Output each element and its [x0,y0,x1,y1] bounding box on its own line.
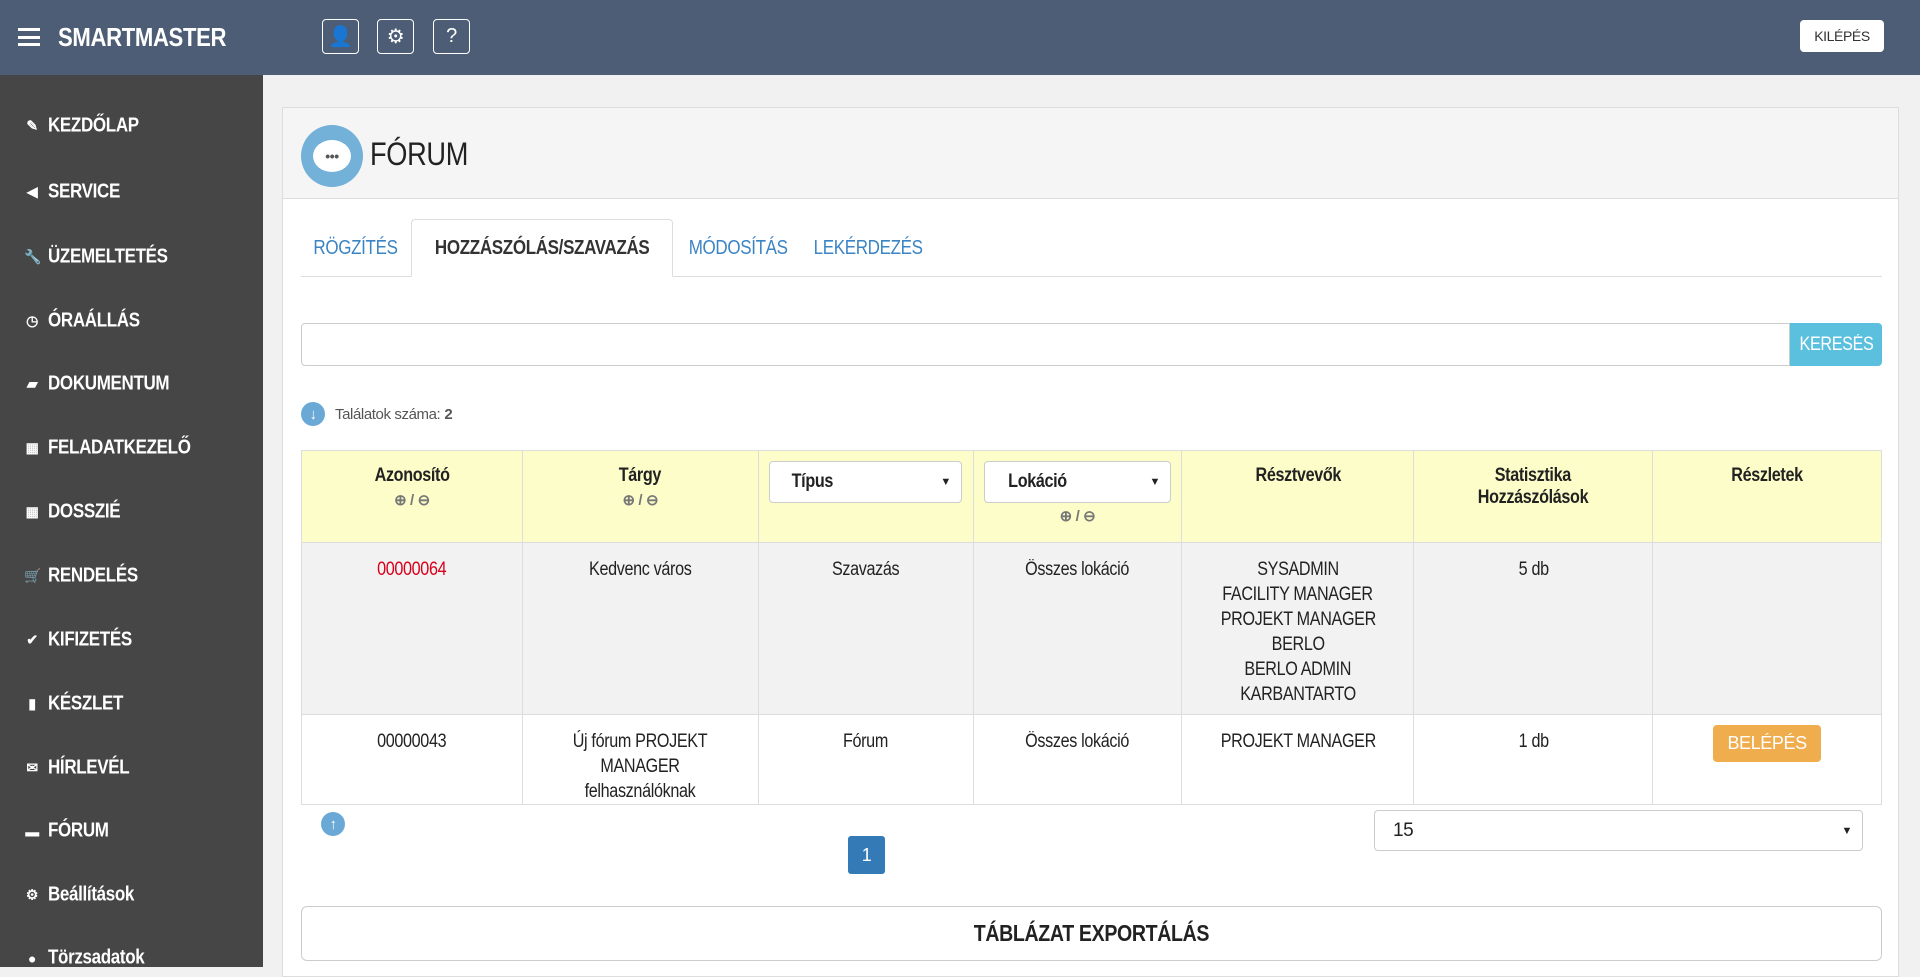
tab-modositas[interactable]: MÓDOSÍTÁS [688,236,788,259]
header-details: Részletek [1652,450,1882,543]
page-size-select[interactable]: 15 ▼ [1374,810,1863,851]
check-circle-icon: ✔ [26,631,38,648]
app-title: SMARTMASTER [58,22,227,52]
calendar-icon: ▦ [25,439,39,456]
gear-icon: ⚙ [386,26,405,48]
sidebar-item-uzemeltetes[interactable]: 🔧 ÜZEMELTETÉS [24,245,168,268]
header-type: Típus ▼ [757,450,974,543]
sidebar-item-hirlevel[interactable]: ✉ HÍRLEVÉL [24,757,144,780]
sort-asc-icon[interactable]: ⊕ [394,492,407,509]
header-participants: Résztvevők [1181,450,1415,543]
question-icon: ? [446,25,457,47]
user-icon: 👤 [328,26,353,48]
gear-icon: ⚙ [25,886,39,903]
sidebar-item-oraallas[interactable]: ◷ ÓRAÁLLÁS [24,310,156,333]
search-button[interactable]: KERESÉS [1790,323,1882,366]
top-bar: SMARTMASTER 👤 ⚙ ? KILÉPÉS [0,0,1920,75]
wrench-icon: 🔧 [24,248,42,265]
panel-header: ••• FÓRUM [283,108,1898,199]
sort-desc-icon[interactable]: ⊖ [417,492,431,509]
caret-down-icon: ▼ [1149,476,1161,488]
search-input[interactable] [301,323,1790,366]
export-table-button[interactable]: TÁBLÁZAT EXPORTÁLÁS [301,906,1882,961]
sidebar-item-service[interactable]: ◀ SERVICE [24,181,133,204]
header-id: Azonosító ⊕ / ⊖ [301,450,523,543]
help-button[interactable]: ? [433,19,470,54]
table-row: 00000064 Kedvenc város Szavazás Összes l… [301,542,1882,715]
sort-asc-icon[interactable]: ⊕ [1059,508,1073,525]
sort-asc-icon[interactable]: ⊕ [622,492,635,509]
sidebar-item-kifizetes[interactable]: ✔ KIFIZETÉS [24,629,147,652]
sidebar-item-dokumentum[interactable]: ▰ DOKUMENTUM [24,373,191,396]
page-title: FÓRUM [370,136,469,172]
chat-bubble-icon: ••• [301,125,363,187]
folder-icon: ▰ [26,375,38,392]
cart-icon: 🛒 [24,567,42,584]
tab-rogzites[interactable]: RÖGZÍTÉS [313,236,399,259]
comment-icon: ▬ [25,823,39,839]
forum-panel: ••• FÓRUM RÖGZÍTÉS HOZZÁSZÓLÁS/SZAVAZÁS … [282,107,1899,977]
sidebar: ✎ KEZDŐLAP ◀ SERVICE 🔧 ÜZEMELTETÉS ◷ ÓRAÁLLÁ… [0,75,263,970]
table-header-row: Azonosító ⊕ / ⊖ Tárgy ⊕ / ⊖ Típus ▼ Lokáció… [301,450,1882,543]
header-location: Lokáció ▼ ⊕ / ⊖ [972,450,1183,543]
forum-table: Azonosító ⊕ / ⊖ Tárgy ⊕ / ⊖ Típus ▼ Lokáció… [301,450,1882,805]
sort-desc-icon[interactable]: ⊖ [1083,508,1096,525]
sidebar-item-torzsadatok[interactable]: ● Törzsadatok [24,947,161,970]
megaphone-icon: ◀ [26,183,38,200]
row-id-link[interactable]: 00000064 [377,559,447,580]
header-statistics: Statisztika Hozzászólások [1413,450,1654,543]
clock-icon: ◷ [26,312,38,329]
arrow-down-icon[interactable]: ↓ [301,402,325,426]
caret-down-icon: ▼ [1841,824,1853,837]
user-icon: ● [27,950,37,966]
sidebar-item-beallitasok[interactable]: ⚙ Beállítások [25,883,135,906]
location-filter-select[interactable]: Lokáció ▼ [983,461,1172,503]
grid-icon: ▦ [25,503,39,520]
sidebar-item-rendeles[interactable]: 🛒 RENDELÉS [24,564,138,587]
arrow-up-icon[interactable]: ↑ [321,812,345,836]
logout-button[interactable]: KILÉPÉS [1800,20,1884,52]
tab-hozzaszolas-szavazas[interactable]: HOZZÁSZÓLÁS/SZAVAZÁS [411,219,673,277]
header-subject: Tárgy ⊕ / ⊖ [521,450,759,543]
sidebar-item-keszlet[interactable]: ▮ KÉSZLET [24,693,136,716]
sidebar-item-kezdolap[interactable]: ✎ KEZDŐLAP [24,115,155,138]
envelope-icon: ✉ [26,759,38,776]
enter-button[interactable]: BELÉPÉS [1713,725,1821,762]
type-filter-select[interactable]: Típus ▼ [769,461,962,503]
caret-down-icon: ▼ [940,476,951,488]
tab-lekerdezes[interactable]: LEKÉRDEZÉS [813,236,923,259]
table-row: 00000043 Új fórum PROJEKT MANAGER felhas… [301,714,1882,805]
menu-icon[interactable] [18,28,40,46]
sort-desc-icon[interactable]: ⊖ [645,492,659,509]
tab-bar: RÖGZÍTÉS HOZZÁSZÓLÁS/SZAVAZÁS MÓDOSÍTÁS … [301,219,1882,277]
page-button-1[interactable]: 1 [848,836,885,874]
bar-chart-icon: ▮ [28,695,36,712]
settings-button[interactable]: ⚙ [377,19,414,54]
sidebar-item-dosszie[interactable]: ▦ DOSSZIÉ [25,500,121,523]
edit-icon: ✎ [26,117,38,134]
sidebar-item-feladatkezelo[interactable]: ▦ FELADATKEZELŐ [25,436,191,459]
sidebar-item-forum[interactable]: ▬ FÓRUM [25,819,109,842]
results-count: ↓ Találatok száma: 2 [301,402,453,426]
profile-button[interactable]: 👤 [322,19,359,54]
